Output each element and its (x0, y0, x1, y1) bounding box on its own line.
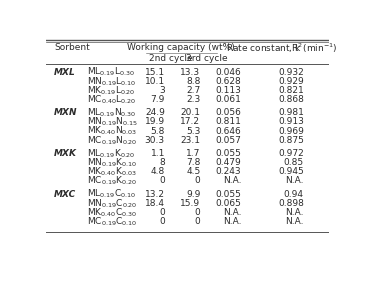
Text: 0.898: 0.898 (278, 199, 304, 208)
Text: MK$_{0.40}$C$_{0.30}$: MK$_{0.40}$C$_{0.30}$ (87, 206, 137, 219)
Text: MN$_{0.19}$C$_{0.20}$: MN$_{0.19}$C$_{0.20}$ (87, 197, 137, 210)
Text: ML$_{0.19}$K$_{0.20}$: ML$_{0.19}$K$_{0.20}$ (87, 147, 135, 160)
Text: 0.969: 0.969 (278, 127, 304, 136)
Text: N.A.: N.A. (285, 217, 304, 226)
Text: MK$_{0.40}$K$_{0.03}$: MK$_{0.40}$K$_{0.03}$ (87, 166, 137, 178)
Text: 5.3: 5.3 (186, 127, 200, 136)
Text: Rate constant, k (min$^{-1}$): Rate constant, k (min$^{-1}$) (226, 41, 337, 55)
Text: 9.9: 9.9 (186, 190, 200, 199)
Text: 5.8: 5.8 (150, 127, 165, 136)
Text: 0.913: 0.913 (278, 118, 304, 126)
Text: MK$_{0.19}$L$_{0.20}$: MK$_{0.19}$L$_{0.20}$ (87, 84, 135, 97)
Text: 0.94: 0.94 (284, 190, 304, 199)
Text: MN$_{0.19}$K$_{0.10}$: MN$_{0.19}$K$_{0.10}$ (87, 156, 137, 169)
Text: 1.1: 1.1 (150, 149, 165, 158)
Text: 7.9: 7.9 (150, 95, 165, 104)
Text: N.A.: N.A. (223, 217, 242, 226)
Text: ML$_{0.19}$N$_{0.30}$: ML$_{0.19}$N$_{0.30}$ (87, 106, 137, 119)
Text: 0.932: 0.932 (278, 68, 304, 77)
Text: 4.8: 4.8 (151, 167, 165, 176)
Text: 30.3: 30.3 (145, 136, 165, 145)
Text: 0.868: 0.868 (278, 95, 304, 104)
Text: 15.9: 15.9 (180, 199, 200, 208)
Text: 0: 0 (159, 217, 165, 226)
Text: 2nd cycle: 2nd cycle (149, 54, 193, 63)
Text: 0: 0 (195, 217, 200, 226)
Text: 4.5: 4.5 (186, 167, 200, 176)
Text: 23.1: 23.1 (180, 136, 200, 145)
Text: 15.1: 15.1 (145, 68, 165, 77)
Text: 0.113: 0.113 (216, 86, 242, 95)
Text: R$^{2}$: R$^{2}$ (291, 42, 303, 54)
Text: 13.2: 13.2 (145, 190, 165, 199)
Text: MXL: MXL (54, 68, 76, 77)
Text: MN$_{0.19}$L$_{0.10}$: MN$_{0.19}$L$_{0.10}$ (87, 75, 137, 87)
Text: Sorbent: Sorbent (54, 43, 90, 52)
Text: 2.7: 2.7 (186, 86, 200, 95)
Text: 0: 0 (195, 176, 200, 185)
Text: 0.85: 0.85 (284, 158, 304, 167)
Text: 13.3: 13.3 (180, 68, 200, 77)
Text: N.A.: N.A. (223, 176, 242, 185)
Text: 0.243: 0.243 (216, 167, 242, 176)
Text: 2.3: 2.3 (186, 95, 200, 104)
Text: N.A.: N.A. (285, 176, 304, 185)
Text: 0.479: 0.479 (216, 158, 242, 167)
Text: ML$_{0.19}$C$_{0.10}$: ML$_{0.19}$C$_{0.10}$ (87, 188, 136, 200)
Text: 0.055: 0.055 (216, 149, 242, 158)
Text: 10.1: 10.1 (145, 77, 165, 86)
Text: MXK: MXK (54, 149, 77, 158)
Text: MC$_{0.40}$L$_{0.20}$: MC$_{0.40}$L$_{0.20}$ (87, 93, 136, 106)
Text: N.A.: N.A. (223, 208, 242, 217)
Text: 1.7: 1.7 (186, 149, 200, 158)
Text: 0.929: 0.929 (278, 77, 304, 86)
Text: 0.061: 0.061 (216, 95, 242, 104)
Text: 3: 3 (159, 86, 165, 95)
Text: 8: 8 (159, 158, 165, 167)
Text: 24.9: 24.9 (145, 108, 165, 117)
Text: 0.981: 0.981 (278, 108, 304, 117)
Text: N.A.: N.A. (285, 208, 304, 217)
Text: 0.875: 0.875 (278, 136, 304, 145)
Text: ML$_{0.19}$L$_{0.30}$: ML$_{0.19}$L$_{0.30}$ (87, 66, 135, 78)
Text: 3rd cycle: 3rd cycle (186, 54, 228, 63)
Text: 20.1: 20.1 (180, 108, 200, 117)
Text: MC$_{0.19}$N$_{0.20}$: MC$_{0.19}$N$_{0.20}$ (87, 134, 137, 147)
Text: 7.8: 7.8 (186, 158, 200, 167)
Text: MN$_{0.19}$N$_{0.15}$: MN$_{0.19}$N$_{0.15}$ (87, 116, 138, 128)
Text: 0.046: 0.046 (216, 68, 242, 77)
Text: 0.811: 0.811 (216, 118, 242, 126)
Text: 18.4: 18.4 (145, 199, 165, 208)
Text: 0: 0 (159, 208, 165, 217)
Text: 0.065: 0.065 (216, 199, 242, 208)
Text: 19.9: 19.9 (145, 118, 165, 126)
Text: 0.056: 0.056 (216, 108, 242, 117)
Text: 0.057: 0.057 (216, 136, 242, 145)
Text: 8.8: 8.8 (186, 77, 200, 86)
Text: 17.2: 17.2 (180, 118, 200, 126)
Text: MXC: MXC (54, 190, 76, 199)
Text: MXN: MXN (54, 108, 78, 117)
Text: 0.055: 0.055 (216, 190, 242, 199)
Text: MK$_{0.40}$N$_{0.03}$: MK$_{0.40}$N$_{0.03}$ (87, 125, 137, 137)
Text: 0.945: 0.945 (278, 167, 304, 176)
Text: MC$_{0.19}$C$_{0.10}$: MC$_{0.19}$C$_{0.10}$ (87, 215, 137, 228)
Text: 0: 0 (195, 208, 200, 217)
Text: 0.821: 0.821 (278, 86, 304, 95)
Text: 0.972: 0.972 (278, 149, 304, 158)
Text: 0: 0 (159, 176, 165, 185)
Text: Working capacity (wt%): Working capacity (wt%) (127, 43, 235, 52)
Text: MC$_{0.19}$K$_{0.20}$: MC$_{0.19}$K$_{0.20}$ (87, 175, 137, 187)
Text: 0.628: 0.628 (216, 77, 242, 86)
Text: 0.646: 0.646 (216, 127, 242, 136)
